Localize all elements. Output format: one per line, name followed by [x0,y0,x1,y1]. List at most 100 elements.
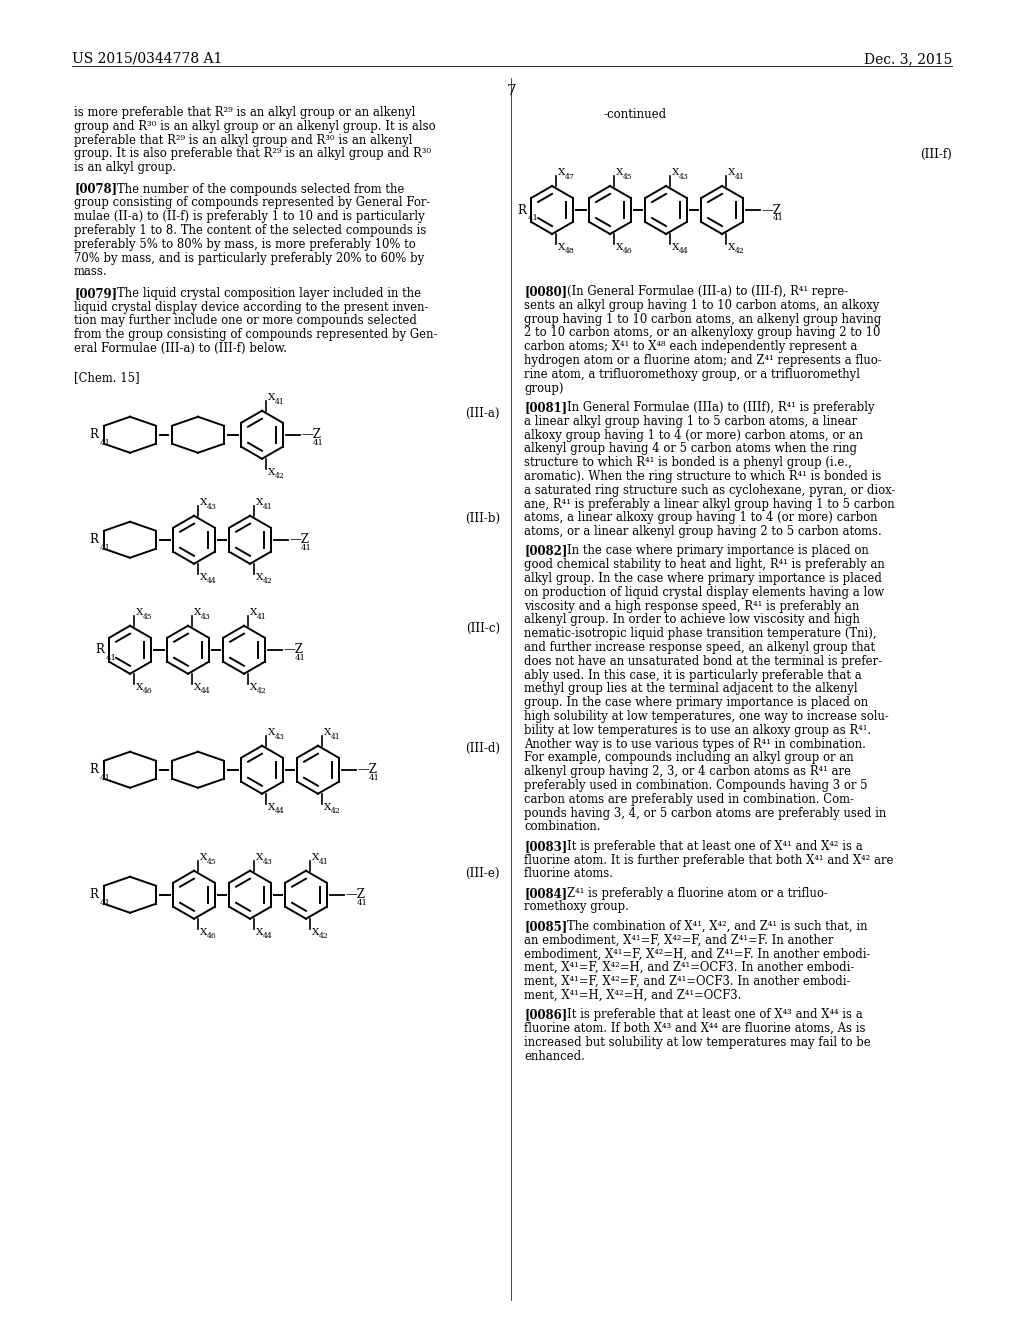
Text: pounds having 3, 4, or 5 carbon atoms are preferably used in: pounds having 3, 4, or 5 carbon atoms ar… [524,807,886,820]
Text: X: X [728,243,735,252]
Text: 43: 43 [201,612,211,620]
Text: ment, X⁴¹=F, X⁴²=H, and Z⁴¹=OCF3. In another embodi-: ment, X⁴¹=F, X⁴²=H, and Z⁴¹=OCF3. In ano… [524,961,854,974]
Text: sents an alkyl group having 1 to 10 carbon atoms, an alkoxy: sents an alkyl group having 1 to 10 carb… [524,298,880,312]
Text: X: X [268,803,275,812]
Text: [0084]: [0084] [524,887,567,900]
Text: 2 to 10 carbon atoms, or an alkenyloxy group having 2 to 10: 2 to 10 carbon atoms, or an alkenyloxy g… [524,326,881,339]
Text: 46: 46 [143,686,153,694]
Text: X: X [672,243,679,252]
Text: (III-c): (III-c) [466,622,500,635]
Text: combination.: combination. [524,821,600,833]
Text: X: X [250,607,257,616]
Text: is an alkyl group.: is an alkyl group. [74,161,176,174]
Text: R: R [89,428,98,441]
Text: ably used. In this case, it is particularly preferable that a: ably used. In this case, it is particula… [524,669,862,681]
Text: —Z: —Z [345,888,365,902]
Text: 47: 47 [565,173,574,181]
Text: mass.: mass. [74,265,108,279]
Text: alkenyl group having 4 or 5 carbon atoms when the ring: alkenyl group having 4 or 5 carbon atoms… [524,442,857,455]
Text: R: R [89,888,98,902]
Text: The liquid crystal composition layer included in the: The liquid crystal composition layer inc… [117,286,421,300]
Text: liquid crystal display device according to the present inven-: liquid crystal display device according … [74,301,428,314]
Text: is more preferable that R²⁹ is an alkyl group or an alkenyl: is more preferable that R²⁹ is an alkyl … [74,106,416,119]
Text: R: R [517,203,526,216]
Text: and further increase response speed, an alkenyl group that: and further increase response speed, an … [524,642,876,653]
Text: X: X [616,168,624,177]
Text: 48: 48 [565,247,574,255]
Text: 44: 44 [263,932,272,940]
Text: eral Formulae (III-a) to (III-f) below.: eral Formulae (III-a) to (III-f) below. [74,342,287,355]
Text: [0082]: [0082] [524,544,567,557]
Text: nematic-isotropic liquid phase transition temperature (Tni),: nematic-isotropic liquid phase transitio… [524,627,877,640]
Text: 41: 41 [100,899,111,907]
Text: The number of the compounds selected from the: The number of the compounds selected fro… [117,182,404,195]
Text: [Chem. 15]: [Chem. 15] [74,371,139,384]
Text: 46: 46 [207,932,217,940]
Text: (In General Formulae (III-a) to (III-f), R⁴¹ repre-: (In General Formulae (III-a) to (III-f),… [567,285,848,298]
Text: X: X [324,803,332,812]
Text: preferably used in combination. Compounds having 3 or 5: preferably used in combination. Compound… [524,779,867,792]
Text: hydrogen atom or a fluorine atom; and Z⁴¹ represents a fluo-: hydrogen atom or a fluorine atom; and Z⁴… [524,354,882,367]
Text: X: X [268,727,275,737]
Text: 43: 43 [275,733,285,741]
Text: [0078]: [0078] [74,182,117,195]
Text: 41: 41 [295,653,306,661]
Text: 41: 41 [275,397,285,405]
Text: tion may further include one or more compounds selected: tion may further include one or more com… [74,314,417,327]
Text: [0083]: [0083] [524,840,567,853]
Text: X: X [558,168,565,177]
Text: X: X [268,393,275,401]
Text: 7: 7 [507,84,517,98]
Text: X: X [672,168,679,177]
Text: 44: 44 [275,807,285,814]
Text: 44: 44 [201,686,211,694]
Text: group consisting of compounds represented by General For-: group consisting of compounds represente… [74,197,430,210]
Text: It is preferable that at least one of X⁴¹ and X⁴² is a: It is preferable that at least one of X⁴… [567,840,863,853]
Text: group. In the case where primary importance is placed on: group. In the case where primary importa… [524,696,868,709]
Text: carbon atoms are preferably used in combination. Com-: carbon atoms are preferably used in comb… [524,793,854,805]
Text: alkyl group. In the case where primary importance is placed: alkyl group. In the case where primary i… [524,572,882,585]
Text: —Z: —Z [289,533,309,546]
Text: 41: 41 [100,774,111,781]
Text: high solubility at low temperatures, one way to increase solu-: high solubility at low temperatures, one… [524,710,889,723]
Text: [0080]: [0080] [524,285,567,298]
Text: R: R [89,533,98,546]
Text: 45: 45 [207,858,217,866]
Text: ane, R⁴¹ is preferably a linear alkyl group having 1 to 5 carbon: ane, R⁴¹ is preferably a linear alkyl gr… [524,498,895,511]
Text: atoms, or a linear alkenyl group having 2 to 5 carbon atoms.: atoms, or a linear alkenyl group having … [524,525,882,539]
Text: 41: 41 [257,612,266,620]
Text: X: X [136,682,143,692]
Text: (III-f): (III-f) [921,148,952,161]
Text: 41: 41 [528,214,539,222]
Text: good chemical stability to heat and light, R⁴¹ is preferably an: good chemical stability to heat and ligh… [524,558,885,572]
Text: 70% by mass, and is particularly preferably 20% to 60% by: 70% by mass, and is particularly prefera… [74,252,424,264]
Text: 42: 42 [263,577,272,585]
Text: group): group) [524,381,563,395]
Text: preferable that R²⁹ is an alkyl group and R³⁰ is an alkenyl: preferable that R²⁹ is an alkyl group an… [74,133,413,147]
Text: [0081]: [0081] [524,401,567,414]
Text: X: X [194,607,202,616]
Text: a linear alkyl group having 1 to 5 carbon atoms, a linear: a linear alkyl group having 1 to 5 carbo… [524,414,857,428]
Text: X: X [268,467,275,477]
Text: -continued: -continued [604,108,667,121]
Text: X: X [194,682,202,692]
Text: In General Formulae (IIIa) to (IIIf), R⁴¹ is preferably: In General Formulae (IIIa) to (IIIf), R⁴… [567,401,874,414]
Text: mulae (II-a) to (II-f) is preferably 1 to 10 and is particularly: mulae (II-a) to (II-f) is preferably 1 t… [74,210,425,223]
Text: The combination of X⁴¹, X⁴², and Z⁴¹ is such that, in: The combination of X⁴¹, X⁴², and Z⁴¹ is … [567,920,867,933]
Text: X: X [136,607,143,616]
Text: enhanced.: enhanced. [524,1049,585,1063]
Text: X: X [324,727,332,737]
Text: X: X [200,853,208,862]
Text: [0086]: [0086] [524,1008,567,1022]
Text: X: X [728,168,735,177]
Text: X: X [256,928,263,937]
Text: 43: 43 [207,503,217,511]
Text: (III-b): (III-b) [465,512,500,525]
Text: Another way is to use various types of R⁴¹ in combination.: Another way is to use various types of R… [524,738,866,751]
Text: fluorine atom. If both X⁴³ and X⁴⁴ are fluorine atoms, As is: fluorine atom. If both X⁴³ and X⁴⁴ are f… [524,1022,865,1035]
Text: R: R [95,643,104,656]
Text: 41: 41 [263,503,272,511]
Text: group having 1 to 10 carbon atoms, an alkenyl group having: group having 1 to 10 carbon atoms, an al… [524,313,882,326]
Text: In the case where primary importance is placed on: In the case where primary importance is … [567,544,868,557]
Text: 46: 46 [623,247,633,255]
